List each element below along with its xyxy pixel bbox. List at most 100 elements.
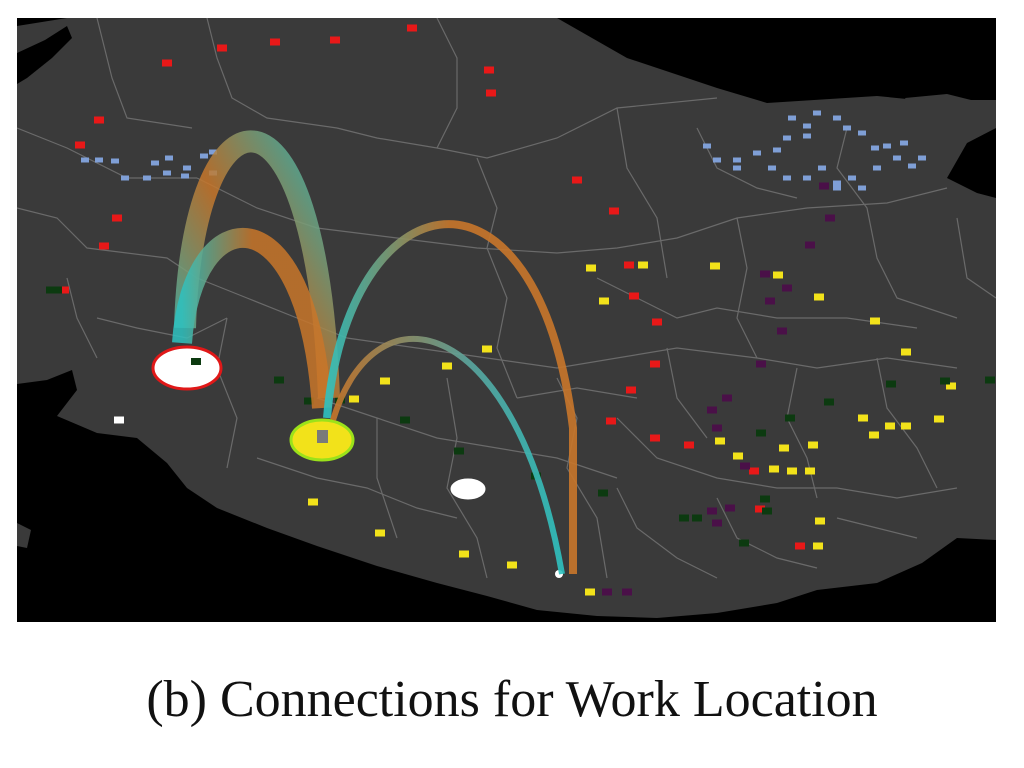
red-location-marker — [606, 417, 616, 425]
red-location-marker — [572, 176, 582, 184]
red-location-marker — [217, 44, 227, 52]
red-location-marker — [629, 292, 639, 300]
yellow-location-marker — [814, 293, 824, 301]
red-location-marker — [59, 286, 69, 294]
hub-ring — [151, 345, 223, 391]
blue-location-marker — [833, 115, 841, 121]
island — [17, 523, 31, 548]
blue-location-marker — [713, 157, 721, 163]
purple-location-marker — [712, 519, 722, 527]
green-location-marker — [785, 414, 795, 422]
blue-location-marker — [703, 143, 711, 149]
purple-location-marker — [622, 588, 632, 596]
green-location-marker — [679, 514, 689, 522]
yellow-location-marker — [599, 297, 609, 305]
blue-location-marker — [900, 140, 908, 146]
blue-location-marker — [843, 125, 851, 131]
yellow-location-marker — [349, 395, 359, 403]
green-location-marker — [739, 539, 749, 547]
yellow-location-marker — [733, 452, 743, 460]
purple-location-marker — [756, 360, 766, 368]
blue-location-marker — [918, 155, 926, 161]
red-location-marker — [484, 66, 494, 74]
blue-location-marker — [200, 153, 208, 159]
blue-location-marker — [803, 175, 811, 181]
blue-location-marker — [783, 175, 791, 181]
green-location-marker — [886, 380, 896, 388]
blue-location-marker — [818, 165, 826, 171]
red-location-marker — [609, 207, 619, 215]
blue-location-marker — [873, 165, 881, 171]
yellow-location-marker — [808, 441, 818, 449]
blue-location-marker — [143, 175, 151, 181]
yellow-location-marker — [946, 382, 956, 390]
yellow-location-marker — [442, 362, 452, 370]
white-location-marker — [114, 416, 124, 424]
blue-location-marker — [848, 175, 856, 181]
blue-location-marker — [753, 150, 761, 156]
hub-destination-white[interactable] — [450, 478, 486, 500]
green-location-marker — [762, 507, 772, 515]
red-location-marker — [94, 116, 104, 124]
red-location-marker — [270, 38, 280, 46]
blue-location-marker — [813, 110, 821, 116]
yellow-location-marker — [482, 345, 492, 353]
hub-work-location[interactable] — [289, 418, 355, 462]
green-location-marker — [940, 377, 950, 385]
green-location-marker — [52, 286, 62, 294]
location-markers — [46, 24, 995, 596]
purple-location-marker — [707, 507, 717, 515]
water-inlet — [17, 26, 72, 84]
blue-location-marker — [151, 160, 159, 166]
blue-location-marker — [209, 149, 217, 155]
blue-location-marker — [783, 135, 791, 141]
blue-location-marker — [111, 158, 119, 164]
yellow-location-marker — [459, 550, 469, 558]
yellow-location-marker — [885, 422, 895, 430]
yellow-location-marker — [585, 588, 595, 596]
purple-location-marker — [805, 241, 815, 249]
red-location-marker — [749, 467, 759, 475]
blue-location-marker — [858, 185, 866, 191]
yellow-location-marker — [507, 561, 517, 569]
hub-origin-west[interactable] — [151, 345, 223, 391]
island — [905, 94, 996, 136]
purple-location-marker — [722, 394, 732, 402]
hub-center-marker — [317, 430, 328, 443]
map-panel[interactable] — [17, 18, 996, 622]
blue-location-marker — [858, 130, 866, 136]
red-location-marker — [652, 318, 662, 326]
yellow-location-marker — [586, 264, 596, 272]
red-location-marker — [795, 542, 805, 550]
yellow-location-marker — [380, 377, 390, 385]
blue-location-marker — [81, 157, 89, 163]
blue-location-marker — [165, 155, 173, 161]
blue-location-marker — [773, 147, 781, 153]
yellow-location-marker — [901, 348, 911, 356]
arc-thin-south — [330, 335, 565, 575]
hub-center-marker — [191, 358, 201, 365]
green-location-marker — [400, 416, 410, 424]
map-view[interactable] — [17, 18, 996, 622]
green-location-marker — [985, 376, 995, 384]
blue-location-marker — [733, 157, 741, 163]
red-location-marker — [99, 242, 109, 250]
blue-location-marker — [95, 157, 103, 163]
green-location-marker — [304, 397, 314, 405]
green-location-marker — [454, 447, 464, 455]
red-location-marker — [755, 505, 765, 513]
blue-location-marker — [163, 170, 171, 176]
yellow-location-marker — [813, 542, 823, 550]
blue-location-marker — [768, 165, 776, 171]
purple-location-marker — [819, 182, 829, 190]
green-location-marker — [756, 429, 766, 437]
blue-location-marker — [733, 165, 741, 171]
red-location-marker — [486, 89, 496, 97]
green-location-marker — [824, 398, 834, 406]
blue-location-marker — [833, 185, 841, 191]
blue-location-marker — [893, 155, 901, 161]
blue-location-marker — [788, 115, 796, 121]
purple-location-marker — [725, 504, 735, 512]
red-location-marker — [162, 59, 172, 67]
arc-thin-east — [323, 220, 577, 574]
